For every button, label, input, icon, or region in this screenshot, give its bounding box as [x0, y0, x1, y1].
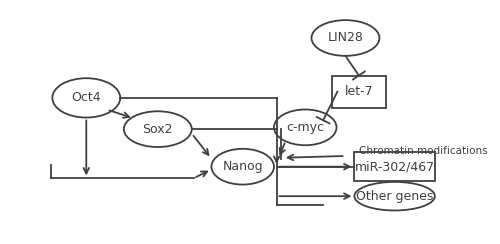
Text: c-myc: c-myc	[286, 121, 324, 134]
Text: Nanog: Nanog	[222, 160, 263, 173]
Text: let-7: let-7	[344, 85, 373, 98]
Text: Chromatin modifications: Chromatin modifications	[359, 146, 488, 156]
Bar	[354, 152, 435, 181]
Bar	[332, 76, 386, 108]
Text: Other genes: Other genes	[356, 190, 434, 203]
Text: Oct4: Oct4	[72, 91, 101, 104]
Text: miR-302/467: miR-302/467	[354, 160, 434, 173]
Text: Sox2: Sox2	[142, 123, 173, 136]
Text: LIN28: LIN28	[328, 31, 364, 44]
